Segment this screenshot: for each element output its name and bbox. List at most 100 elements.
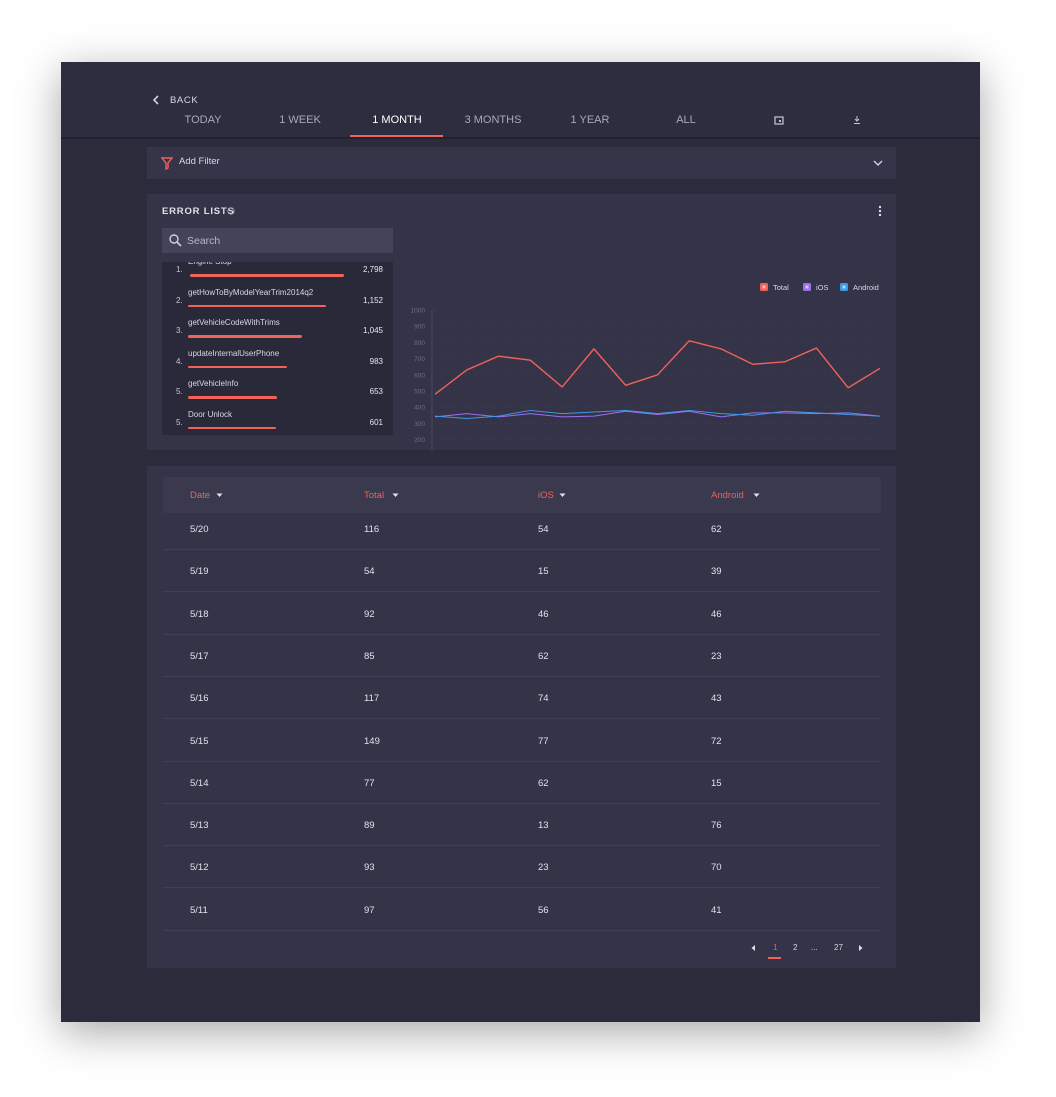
column-header[interactable]: Total (364, 490, 385, 501)
back-icon[interactable] (152, 95, 160, 105)
series-line (434, 340, 881, 395)
app-panel: BACK TODAY 1 WEEK 1 MONTH 3 MONTHS 1 YEAR ALL… (61, 62, 980, 1022)
table-cell: 77 (364, 777, 375, 789)
table-cell: 46 (538, 608, 549, 620)
item-bar (188, 304, 326, 307)
y-tick-label: 400 (414, 405, 425, 412)
item-rank: 2. (176, 295, 183, 305)
item-rank: 4. (176, 356, 183, 366)
tab[interactable]: 1 MONTH (372, 114, 422, 126)
y-tick-label: 600 (414, 372, 425, 379)
row-divider (163, 929, 881, 931)
item-count: 1,152 (362, 295, 383, 305)
table-cell: 5/11 (190, 904, 208, 916)
page-number[interactable]: 2 (793, 943, 798, 952)
table-cell: 70 (711, 862, 722, 874)
y-tick-label: 300 (414, 421, 425, 428)
table-cell: 117 (364, 693, 380, 705)
table-cell: 23 (538, 862, 549, 874)
table-cell: 15 (711, 777, 722, 789)
prev-page[interactable] (751, 945, 756, 951)
item-name: Engine Stop (188, 262, 232, 266)
tab[interactable]: ALL (676, 114, 696, 126)
back-link[interactable]: BACK (170, 95, 199, 106)
table-cell: 93 (364, 862, 375, 874)
y-tick-label: 500 (414, 389, 425, 396)
item-rank: 3. (176, 326, 183, 335)
download-icon[interactable] (853, 115, 861, 125)
table-cell: 41 (711, 904, 722, 916)
page-number[interactable]: 27 (834, 943, 843, 952)
table-cell: 46 (711, 608, 722, 620)
sort-icon[interactable] (559, 493, 566, 498)
next-page[interactable] (858, 945, 863, 951)
item-rank: 5. (176, 417, 183, 427)
table-header (163, 477, 881, 513)
page-number[interactable]: 1 (773, 943, 778, 952)
legend-swatch-inner (805, 285, 809, 289)
table-cell: 72 (711, 735, 722, 747)
item-bar (188, 426, 276, 429)
item-rank: 5. (176, 387, 183, 396)
item-name: getHowToByModelYearTrim2014q2 (188, 287, 314, 297)
table-cell: 39 (711, 566, 722, 578)
sort-icon[interactable] (216, 493, 223, 498)
sort-icon[interactable] (392, 493, 399, 498)
column-header[interactable]: iOS (538, 490, 554, 501)
column-header[interactable]: Android (711, 490, 744, 501)
row-divider (163, 549, 881, 550)
calendar-icon[interactable] (774, 115, 784, 125)
tab[interactable]: TODAY (184, 114, 222, 126)
menu-icon[interactable] (878, 205, 882, 217)
item-name: getVehicleInfo (188, 379, 239, 388)
y-tick-label: 700 (414, 356, 425, 363)
table-cell: 149 (364, 735, 380, 747)
filter-bar[interactable]: Add Filter (147, 147, 896, 179)
item-bar (190, 274, 344, 277)
top-bar: BACK TODAY 1 WEEK 1 MONTH 3 MONTHS 1 YEAR ALL (61, 62, 980, 139)
tab[interactable]: 1 YEAR (570, 114, 610, 126)
tab[interactable]: 1 WEEK (279, 114, 321, 126)
page-number[interactable]: ... (811, 943, 818, 952)
y-tick-label: 1000 (411, 308, 426, 315)
item-count: 2,798 (362, 265, 383, 274)
filter-icon (161, 157, 173, 170)
item-name: Door Unlock (188, 409, 233, 419)
item-count: 653 (369, 387, 383, 396)
table-cell: 85 (364, 650, 375, 662)
table-cell: 5/15 (190, 735, 209, 747)
sort-icon[interactable] (753, 493, 760, 498)
search-box[interactable]: Search (162, 228, 393, 253)
table-cell: 62 (538, 650, 549, 662)
table-cell: 15 (538, 566, 549, 578)
item-bar (188, 365, 287, 368)
table-cell: 62 (538, 777, 549, 789)
current-page-underline (768, 957, 781, 959)
y-tick-label: 200 (414, 437, 425, 444)
table-cell: 77 (538, 735, 549, 747)
table-cell: 13 (538, 820, 549, 832)
row-divider (163, 887, 881, 889)
y-tick-label: 800 (414, 340, 425, 347)
legend-swatch-inner (762, 285, 766, 289)
tab[interactable]: 3 MONTHS (464, 114, 522, 126)
table-cell: 54 (538, 524, 549, 535)
active-tab-underline (350, 135, 443, 137)
table-cell: 92 (364, 608, 375, 620)
table-cell: 23 (711, 650, 722, 662)
table-cell: 5/17 (190, 650, 209, 662)
legend-label: Total (773, 283, 789, 292)
item-count: 983 (369, 356, 383, 366)
column-header[interactable]: Date (190, 490, 211, 501)
table-cell: 74 (538, 693, 549, 705)
table-cell: 5/13 (190, 820, 209, 832)
table-cell: 97 (364, 904, 375, 916)
table-card: Date Total iOS Android 5/20 116 54 62 5/19 54 15 39… (147, 466, 896, 968)
item-count: 1,045 (362, 326, 383, 335)
error-list-card: ERROR LISTS Search 1. Engine Stop 2,798 2. g… (147, 194, 896, 450)
search-icon (169, 234, 182, 247)
table-cell: 5/18 (190, 608, 209, 620)
table-cell: 5/12 (190, 862, 209, 874)
info-icon (227, 207, 235, 215)
